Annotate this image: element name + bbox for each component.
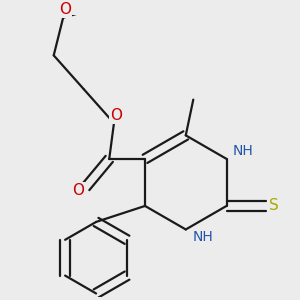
Text: O: O [110,108,122,123]
Text: O: O [59,2,71,17]
Text: S: S [269,198,278,213]
Text: NH: NH [233,144,254,158]
Text: NH: NH [192,230,213,244]
Text: O: O [72,183,84,198]
